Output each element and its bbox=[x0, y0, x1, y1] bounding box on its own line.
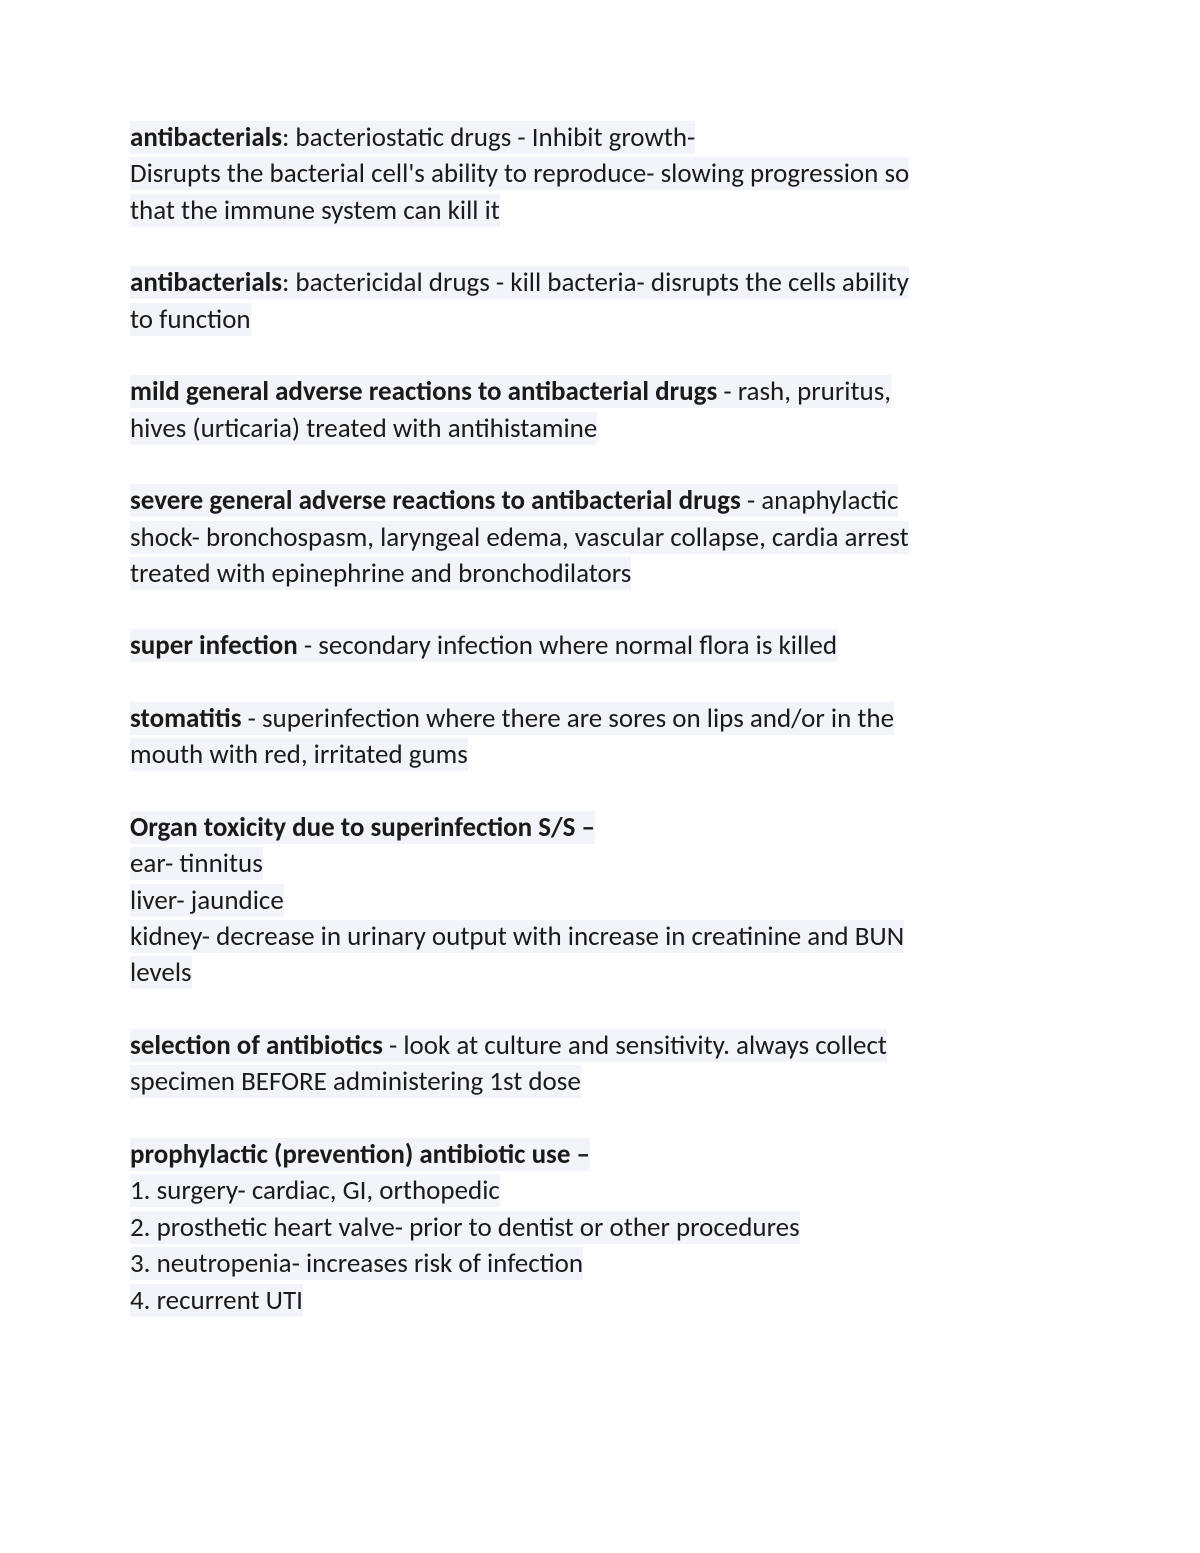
text: mouth with red, irritated gums bbox=[130, 738, 468, 771]
text: - superinfection where there are sores o… bbox=[242, 702, 895, 735]
text: hives (urticaria) treated with antihista… bbox=[130, 412, 597, 445]
list-item: ear- tinnitus bbox=[130, 847, 263, 880]
text: : bacteriostatic drugs - Inhibit growth- bbox=[282, 121, 695, 154]
term: antibacterials bbox=[130, 121, 282, 154]
heading: Organ toxicity due to superinfection S/S… bbox=[130, 811, 595, 844]
paragraph-selection-antibiotics: selection of antibiotics - look at cultu… bbox=[130, 1028, 1070, 1101]
text: : bactericidal drugs - kill bacteria- di… bbox=[282, 266, 909, 299]
paragraph-mild-adverse: mild general adverse reactions to antiba… bbox=[130, 374, 1070, 447]
paragraph-severe-adverse: severe general adverse reactions to anti… bbox=[130, 483, 1070, 592]
list-item: 3. neutropenia- increases risk of infect… bbox=[130, 1247, 583, 1280]
heading: prophylactic (prevention) antibiotic use… bbox=[130, 1138, 590, 1171]
text: - secondary infection where normal flora… bbox=[298, 629, 837, 662]
term: severe general adverse reactions to anti… bbox=[130, 484, 741, 517]
list-item: 1. surgery- cardiac, GI, orthopedic bbox=[130, 1174, 500, 1207]
term: stomatitis bbox=[130, 702, 242, 735]
document-page: antibacterials: bacteriostatic drugs - I… bbox=[0, 0, 1200, 1553]
paragraph-antibacterials-bactericidal: antibacterials: bactericidal drugs - kil… bbox=[130, 265, 1070, 338]
term: mild general adverse reactions to antiba… bbox=[130, 375, 717, 408]
list-item: liver- jaundice bbox=[130, 884, 284, 917]
text: - anaphylactic bbox=[741, 484, 899, 517]
text: that the immune system can kill it bbox=[130, 194, 500, 227]
text: - rash, pruritus, bbox=[717, 375, 891, 408]
list-item: levels bbox=[130, 956, 192, 989]
text: - look at culture and sensitivity. alway… bbox=[383, 1029, 887, 1062]
term: antibacterials bbox=[130, 266, 282, 299]
text: specimen BEFORE administering 1st dose bbox=[130, 1065, 581, 1098]
term: super infection bbox=[130, 629, 298, 662]
text: to function bbox=[130, 303, 251, 336]
text: Disrupts the bacterial cell's ability to… bbox=[130, 157, 909, 190]
paragraph-super-infection: super infection - secondary infection wh… bbox=[130, 628, 1070, 664]
list-item: 4. recurrent UTI bbox=[130, 1284, 303, 1317]
paragraph-antibacterials-bacteriostatic: antibacterials: bacteriostatic drugs - I… bbox=[130, 120, 1070, 229]
section-organ-toxicity: Organ toxicity due to superinfection S/S… bbox=[130, 810, 1070, 992]
text: treated with epinephrine and bronchodila… bbox=[130, 557, 631, 590]
list-item: kidney- decrease in urinary output with … bbox=[130, 920, 904, 953]
text: shock- bronchospasm, laryngeal edema, va… bbox=[130, 521, 909, 554]
list-item: 2. prosthetic heart valve- prior to dent… bbox=[130, 1211, 800, 1244]
term: selection of antibiotics bbox=[130, 1029, 383, 1062]
section-prophylactic-use: prophylactic (prevention) antibiotic use… bbox=[130, 1137, 1070, 1319]
paragraph-stomatitis: stomatitis - superinfection where there … bbox=[130, 701, 1070, 774]
